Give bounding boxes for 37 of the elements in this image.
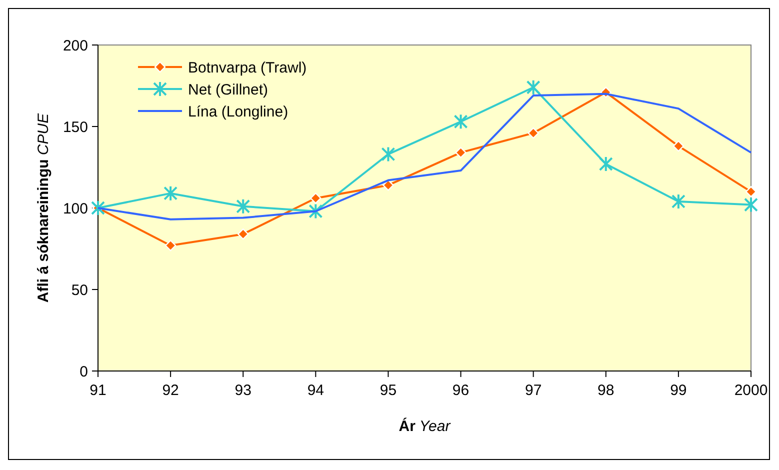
- y-tick-label: 150: [62, 118, 88, 136]
- x-tick-label: 98: [598, 382, 614, 399]
- point: [672, 140, 684, 152]
- point: [526, 79, 540, 96]
- legend-label: Net (Gillnet): [188, 81, 268, 98]
- y-tick-label: 200: [62, 37, 88, 54]
- x-tick-label: 96: [452, 382, 470, 399]
- x-tick-label: 97: [524, 382, 542, 399]
- x-tick-label: 93: [234, 382, 252, 399]
- y-tick-label: 0: [80, 363, 88, 380]
- x-tick-label: 92: [162, 382, 179, 399]
- x-tick-label: 99: [670, 382, 687, 399]
- point: [308, 203, 323, 220]
- x-axis-title: Ár Year: [398, 417, 452, 435]
- point: [744, 196, 758, 213]
- point: [671, 193, 686, 210]
- point: [310, 192, 322, 204]
- y-tick-label: 100: [62, 200, 88, 218]
- point: [454, 114, 468, 130]
- x-tick-label: 2000: [734, 382, 768, 399]
- x-tick-label: 94: [307, 382, 324, 399]
- point: [164, 185, 178, 202]
- point: [382, 180, 394, 191]
- legend-label: Botnvarpa (Trawl): [188, 59, 307, 76]
- point: [745, 186, 757, 198]
- legend-label: Lína (Longline): [188, 103, 288, 120]
- point: [598, 156, 613, 172]
- y-tick-label: 50: [71, 282, 88, 299]
- point: [164, 240, 176, 252]
- point: [381, 146, 396, 162]
- point: [455, 146, 466, 158]
- x-tick-label: 95: [380, 382, 397, 399]
- x-tick-label: 91: [90, 382, 106, 399]
- point: [238, 228, 249, 240]
- y-axis-title: Afli á sóknareiningu CPUE: [35, 112, 52, 303]
- point: [236, 198, 250, 214]
- point: [528, 127, 539, 139]
